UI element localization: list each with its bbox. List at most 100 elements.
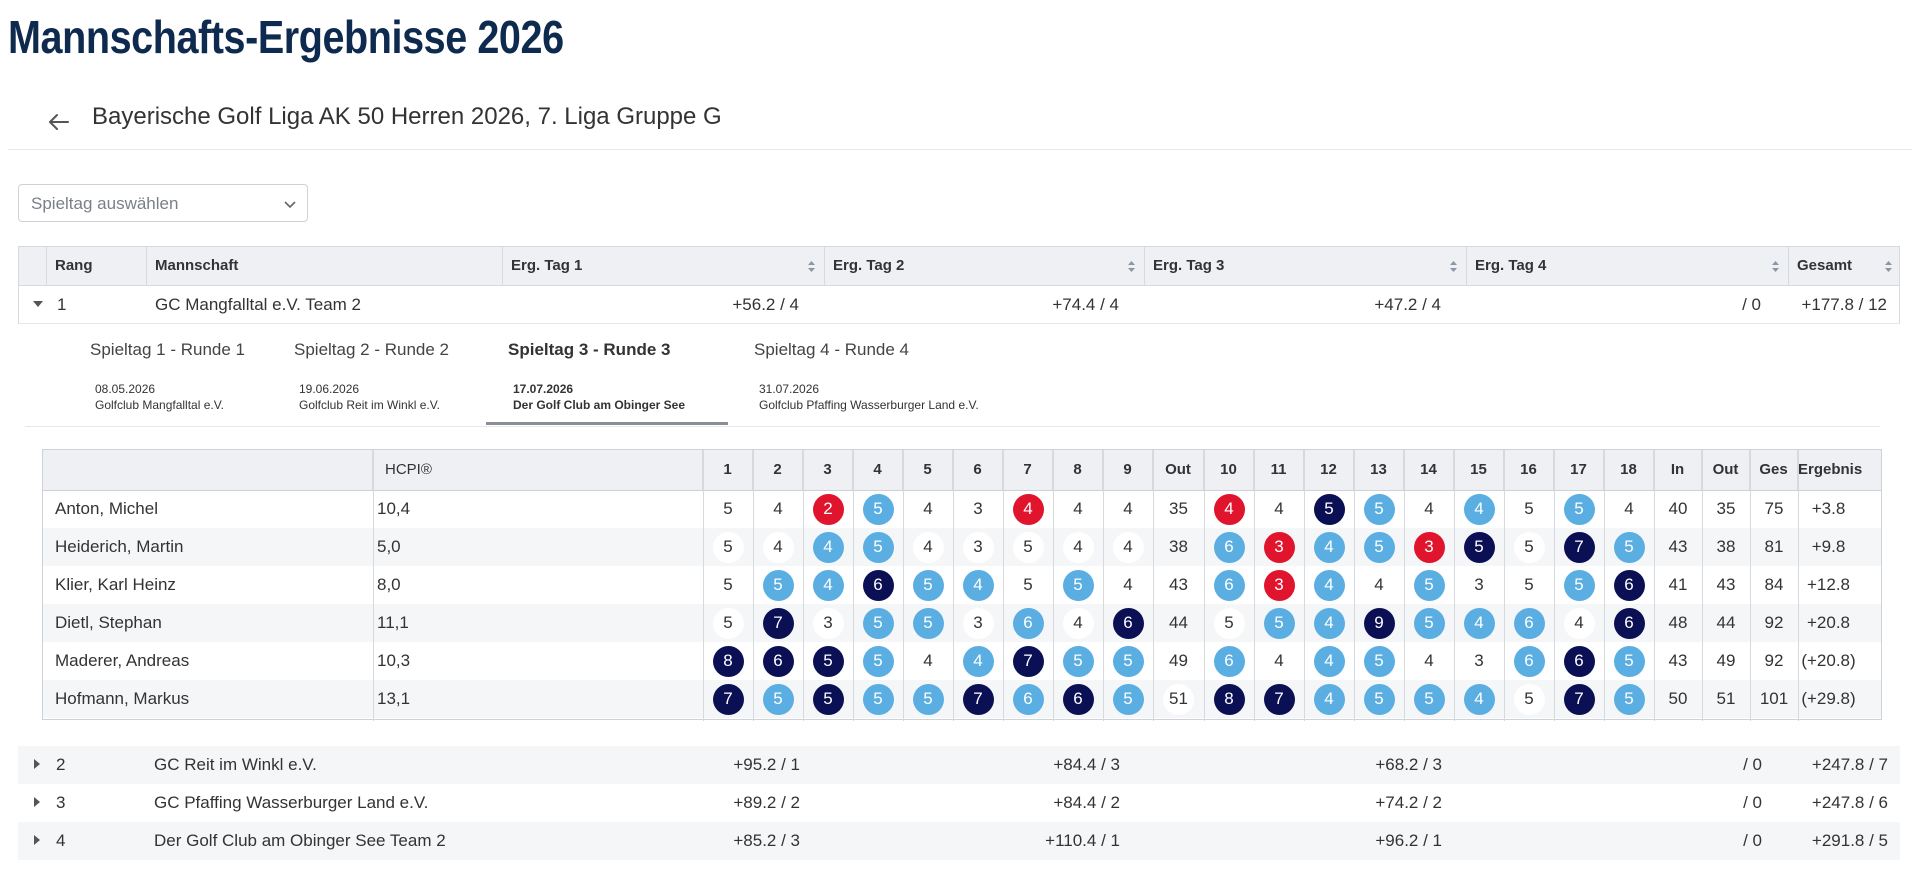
team-row[interactable]: 1 GC Mangfalltal e.V. Team 2 +56.2 / 4 +… bbox=[18, 286, 1900, 324]
team-name: GC Pfaffing Wasserburger Land e.V. bbox=[154, 793, 429, 812]
score-value: 3 bbox=[1474, 575, 1484, 594]
team-day2: +74.4 / 4 bbox=[1052, 295, 1119, 314]
column-divider bbox=[1404, 450, 1405, 721]
column-divider bbox=[1654, 450, 1655, 721]
score-marker: 4 bbox=[1563, 607, 1595, 639]
tab-date: 19.06.2026 bbox=[299, 382, 360, 396]
column-divider bbox=[1153, 450, 1154, 721]
score-value: (+29.8) bbox=[1801, 689, 1856, 708]
column-divider bbox=[803, 450, 804, 721]
team-name: GC Reit im Winkl e.V. bbox=[154, 755, 317, 774]
score-cell: 6 bbox=[1504, 604, 1554, 642]
score-cell: 41 bbox=[1654, 566, 1702, 604]
score-cell: 43 bbox=[1153, 566, 1204, 604]
header-day4[interactable]: Erg. Tag 4 bbox=[1467, 247, 1789, 285]
tab-club: Der Golf Club am Obinger See bbox=[513, 398, 686, 412]
player-row: Anton, Michel 10,4 5 4 2 5 4 3 4 4 4 35 4 4 5 5 4 4 5 5 4 40 3… bbox=[43, 490, 1881, 528]
header-col: In bbox=[1654, 450, 1702, 490]
score-cell: 4 bbox=[1454, 604, 1504, 642]
team-day4: / 0 bbox=[1743, 755, 1762, 774]
score-cell: 5 bbox=[1053, 642, 1103, 680]
column-divider bbox=[1504, 450, 1505, 721]
team-day4: / 0 bbox=[1743, 793, 1762, 812]
round-tabs: Spieltag 1 - Runde 1 08.05.2026 Golfclub… bbox=[25, 340, 1880, 427]
score-marker: 7 bbox=[1263, 683, 1295, 715]
score-value: 5 bbox=[1524, 575, 1534, 594]
header-day3[interactable]: Erg. Tag 3 bbox=[1145, 247, 1467, 285]
score-marker: 6 bbox=[1213, 645, 1245, 677]
score-cell: 6 bbox=[1504, 642, 1554, 680]
header-player bbox=[43, 450, 373, 490]
column-divider bbox=[1254, 450, 1255, 721]
team-rank: 2 bbox=[56, 755, 66, 774]
team-name: GC Mangfalltal e.V. Team 2 bbox=[155, 295, 362, 314]
matchday-select[interactable]: Spieltag auswählen bbox=[18, 184, 308, 222]
score-marker: 5 bbox=[1563, 493, 1595, 525]
score-cell: 5 bbox=[1254, 604, 1304, 642]
score-cell: 7 bbox=[953, 680, 1003, 718]
tab-round-1[interactable]: Spieltag 1 - Runde 1 08.05.2026 Golfclub… bbox=[90, 340, 245, 412]
score-value: 40 bbox=[1668, 499, 1688, 518]
header-total[interactable]: Gesamt bbox=[1789, 247, 1901, 285]
tab-round-3[interactable]: Spieltag 3 - Runde 3 17.07.2026 Der Golf… bbox=[486, 340, 728, 425]
player-name: Dietl, Stephan bbox=[55, 613, 162, 632]
tab-round-4[interactable]: Spieltag 4 - Runde 4 31.07.2026 Golfclub… bbox=[754, 340, 979, 412]
score-marker: 5 bbox=[1413, 607, 1445, 639]
score-cell: 6 bbox=[1604, 566, 1654, 604]
player-hcpi: 13,1 bbox=[377, 689, 411, 708]
caret-right-icon[interactable] bbox=[32, 797, 42, 807]
column-divider bbox=[953, 450, 954, 721]
score-cell: 3 bbox=[1454, 566, 1504, 604]
caret-right-icon[interactable] bbox=[32, 835, 42, 845]
score-cell: 5 bbox=[753, 566, 803, 604]
team-day4: / 0 bbox=[1743, 831, 1762, 850]
score-marker: 5 bbox=[1613, 645, 1645, 677]
team-row[interactable]: 4 Der Golf Club am Obinger See Team 2 +85.… bbox=[18, 822, 1900, 860]
score-value: 49 bbox=[1169, 651, 1188, 670]
score-cell: 51 bbox=[1702, 680, 1750, 718]
header-col: 16 bbox=[1504, 450, 1554, 490]
score-cell: 4 bbox=[1254, 642, 1304, 680]
score-marker: 4 bbox=[812, 531, 844, 563]
score-marker: 5 bbox=[1463, 531, 1495, 563]
score-cell: 5 bbox=[1604, 680, 1654, 718]
score-cell: 38 bbox=[1153, 528, 1204, 566]
header-col: 5 bbox=[903, 450, 953, 490]
score-marker: 5 bbox=[862, 607, 894, 639]
team-row[interactable]: 2 GC Reit im Winkl e.V. +95.2 / 1 +84.4 / 3… bbox=[18, 746, 1900, 784]
scorecard-header: HCPI® 1 2 3 4 5 6 7 8 9 Out 10 11 12 13 14 15 16 17 18 In Ou… bbox=[43, 450, 1881, 491]
caret-down-icon[interactable] bbox=[33, 299, 43, 309]
score-cell: 4 bbox=[1304, 680, 1354, 718]
score-cell: 4 bbox=[1404, 490, 1454, 528]
score-cell: 35 bbox=[1702, 490, 1750, 528]
score-marker: 5 bbox=[862, 683, 894, 715]
score-marker: 6 bbox=[1112, 607, 1144, 639]
back-arrow-icon[interactable] bbox=[46, 109, 72, 135]
score-cell: 4 bbox=[1053, 604, 1103, 642]
score-cell: 5 bbox=[1304, 490, 1354, 528]
tab-round-2[interactable]: Spieltag 2 - Runde 2 19.06.2026 Golfclub… bbox=[294, 340, 449, 412]
header-day2[interactable]: Erg. Tag 2 bbox=[825, 247, 1145, 285]
score-marker: 4 bbox=[1313, 683, 1345, 715]
score-cell: 92 bbox=[1750, 642, 1798, 680]
tab-club: Golfclub Mangfalltal e.V. bbox=[95, 398, 224, 412]
score-cell: 6 bbox=[1003, 680, 1053, 718]
team-day3: +96.2 / 1 bbox=[1375, 831, 1442, 850]
score-marker: 5 bbox=[1213, 607, 1245, 639]
score-cell: 5 bbox=[703, 604, 753, 642]
player-hcpi: 8,0 bbox=[377, 575, 401, 594]
score-marker: 4 bbox=[1463, 683, 1495, 715]
score-cell: 4 bbox=[1604, 490, 1654, 528]
score-value: 4 bbox=[1274, 499, 1284, 518]
score-cell: 5 bbox=[1554, 566, 1604, 604]
score-marker: 5 bbox=[1112, 645, 1144, 677]
team-row[interactable]: 3 GC Pfaffing Wasserburger Land e.V. +89.2… bbox=[18, 784, 1900, 822]
player-name: Maderer, Andreas bbox=[55, 651, 190, 670]
score-cell: 7 bbox=[703, 680, 753, 718]
score-cell: 7 bbox=[753, 604, 803, 642]
header-team: Mannschaft bbox=[147, 247, 503, 285]
column-divider bbox=[1454, 450, 1455, 721]
header-day1[interactable]: Erg. Tag 1 bbox=[503, 247, 825, 285]
score-cell: 48 bbox=[1654, 604, 1702, 642]
caret-right-icon[interactable] bbox=[32, 759, 42, 769]
